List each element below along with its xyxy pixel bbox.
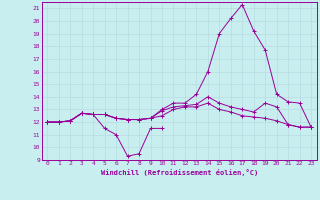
X-axis label: Windchill (Refroidissement éolien,°C): Windchill (Refroidissement éolien,°C) xyxy=(100,169,258,176)
